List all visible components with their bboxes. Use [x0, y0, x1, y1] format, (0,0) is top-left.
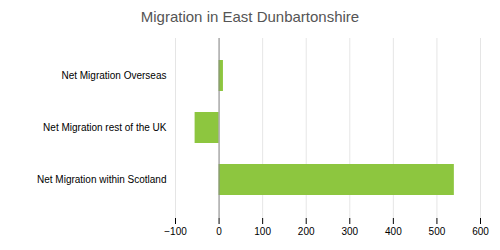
svg-text:200: 200 [298, 226, 315, 237]
svg-text:Net Migration within Scotland: Net Migration within Scotland [37, 174, 167, 185]
svg-text:Net Migration rest of the UK: Net Migration rest of the UK [43, 122, 167, 133]
svg-text:0: 0 [216, 226, 222, 237]
svg-text:100: 100 [254, 226, 271, 237]
svg-text:600: 600 [472, 226, 489, 237]
svg-text:400: 400 [385, 226, 402, 237]
svg-text:−100: −100 [164, 226, 187, 237]
html-text:Migration in East Dunbartonshi: Migration in East Dunbartonshire [140, 8, 360, 25]
svg-text:Net Migration Overseas: Net Migration Overseas [61, 70, 166, 81]
svg-text:500: 500 [429, 226, 446, 237]
svg-text:300: 300 [341, 226, 358, 237]
